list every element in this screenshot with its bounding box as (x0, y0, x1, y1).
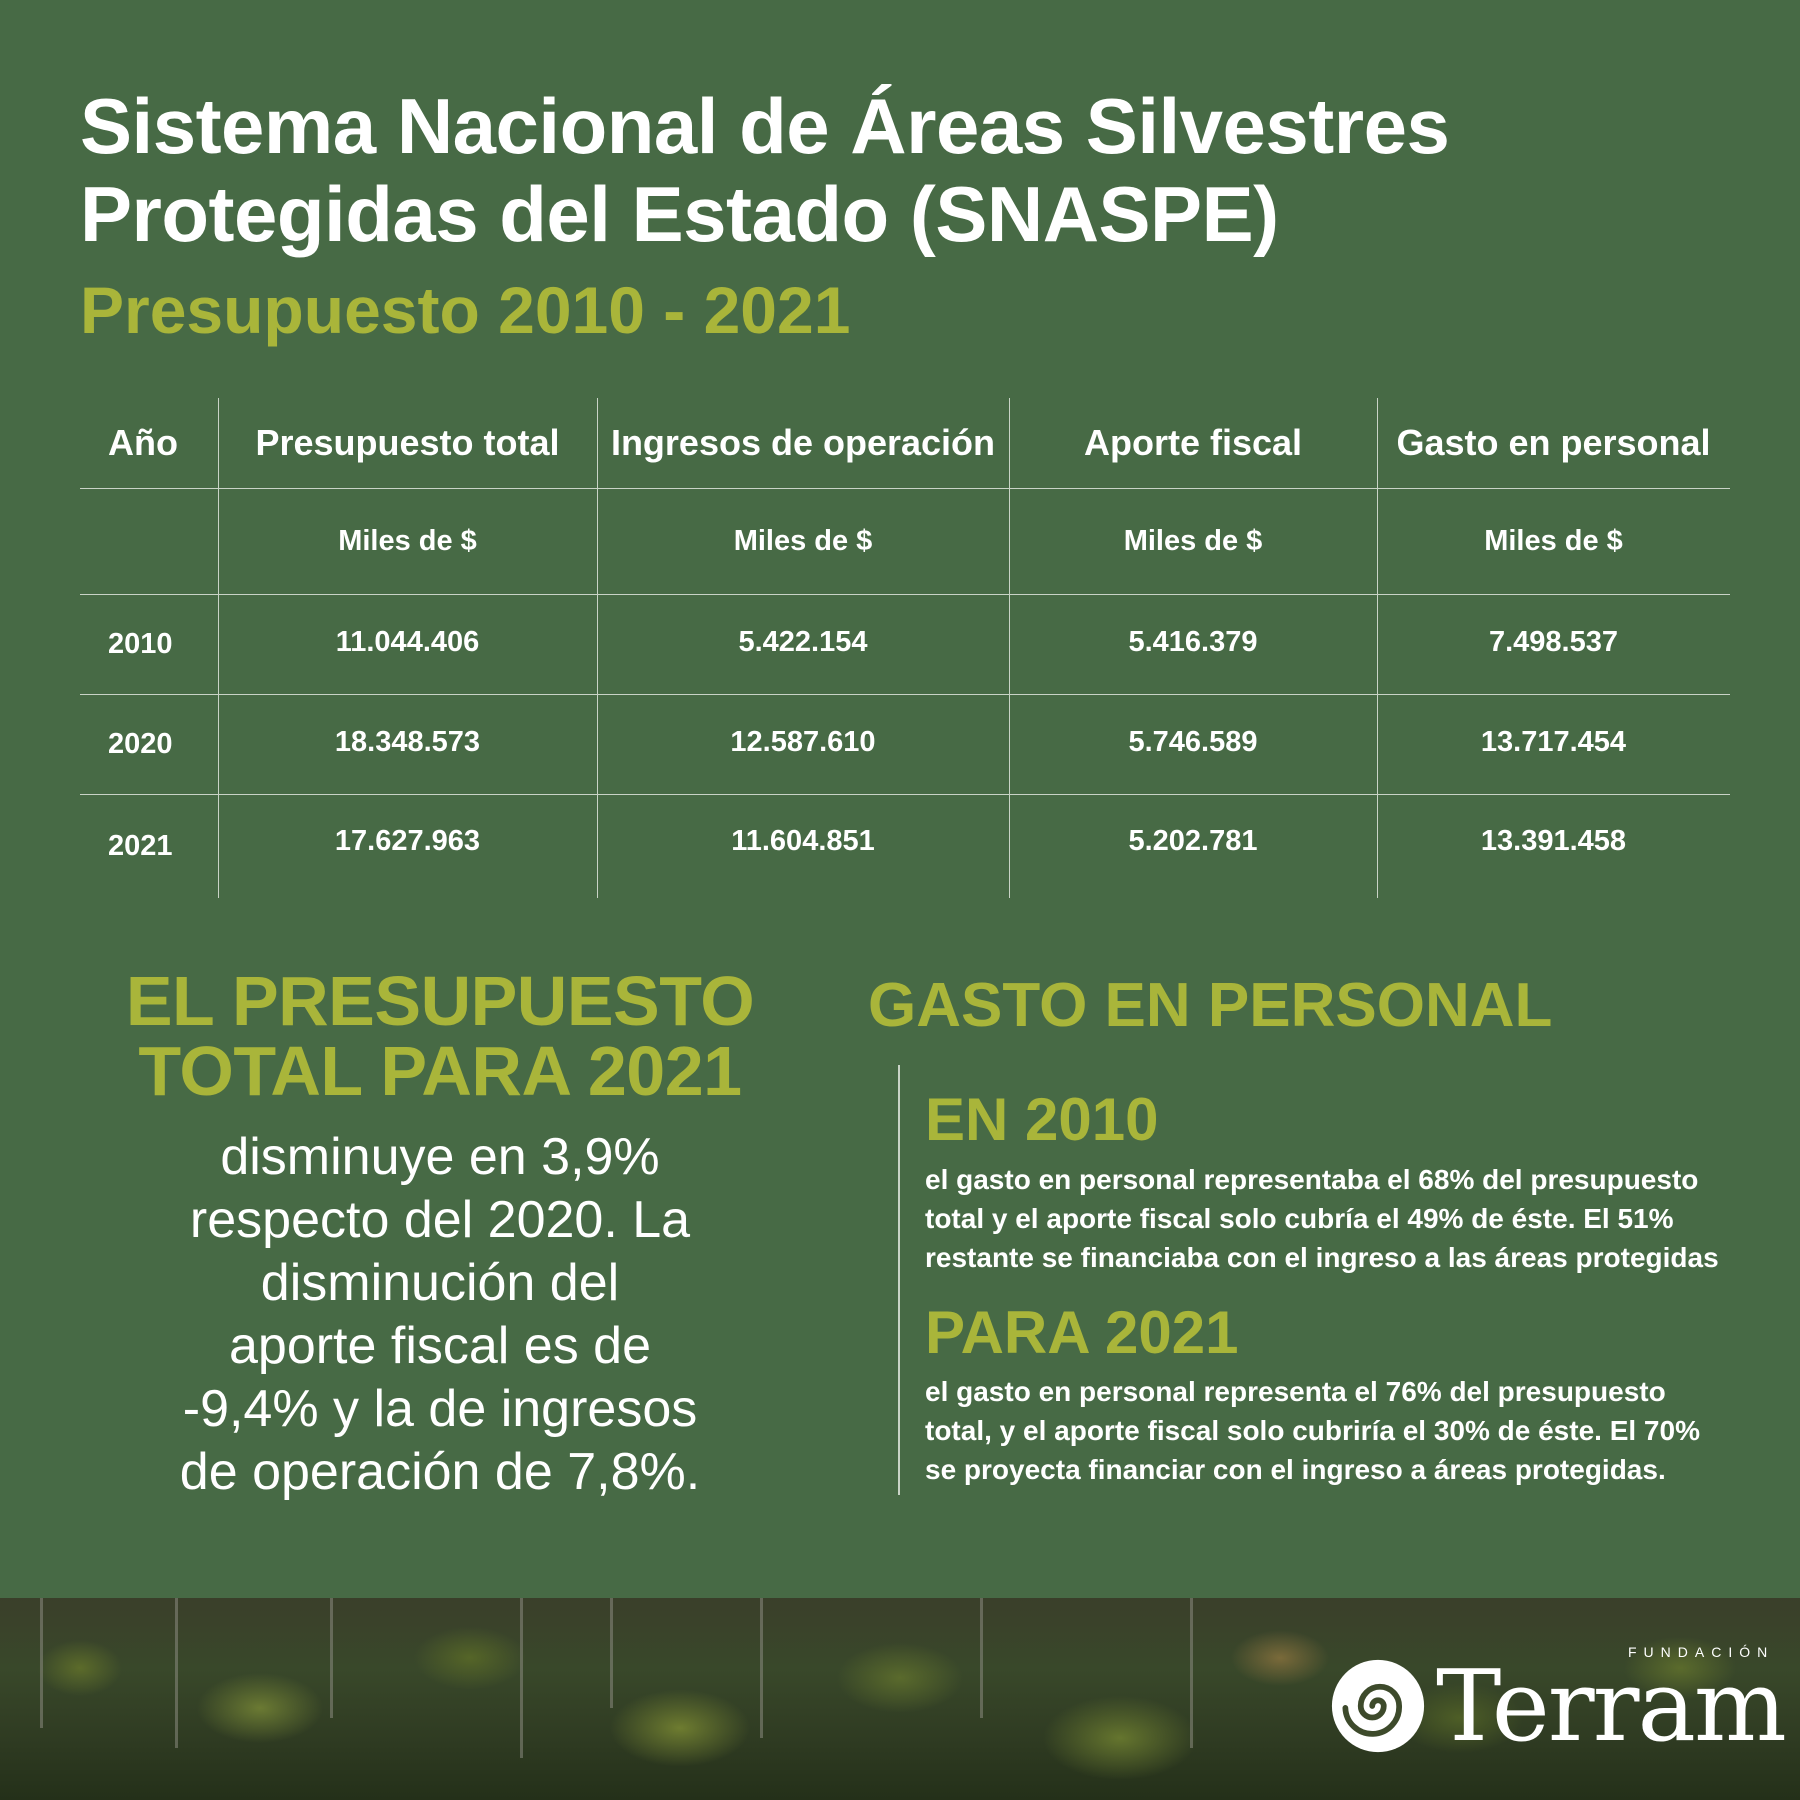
tree-trunk (330, 1598, 333, 1718)
section-2021-text-line: total, y el aporte fiscal solo cubriría … (925, 1415, 1700, 1446)
table-cell-fiscal: 5.202.781 (1128, 824, 1258, 857)
column-header-fiscal: Aporte fiscal (1083, 422, 1303, 463)
section-2021-text: el gasto en personal representa el 76% d… (925, 1372, 1745, 1489)
table-cell-personnel: 13.717.454 (1480, 725, 1627, 758)
table-row-year: 2020 (108, 727, 173, 760)
forest-photo (0, 1598, 1800, 1800)
table-cell-personnel: 7.498.537 (1488, 625, 1618, 658)
table-cell-fiscal: 5.416.379 (1128, 625, 1258, 658)
table-row-year: 2010 (108, 627, 173, 660)
logo-small-text: FUNDACIÓN (1628, 1644, 1775, 1660)
tree-trunk (175, 1598, 178, 1748)
title-line-2: Protegidas del Estado (SNASPE) (80, 170, 1279, 258)
table-cell-income: 5.422.154 (738, 625, 868, 658)
total-budget-heading-line-2: TOTAL PARA 2021 (138, 1032, 742, 1110)
title-line-1: Sistema Nacional de Áreas Silvestres (80, 82, 1450, 170)
column-header-year: Año (108, 422, 178, 463)
section-2021-text-line: se proyecta financiar con el ingreso a á… (925, 1454, 1666, 1485)
tree-trunk (1190, 1598, 1193, 1748)
table-cell-total: 17.627.963 (334, 824, 481, 857)
total-budget-heading: EL PRESUPUESTO TOTAL PARA 2021 (100, 966, 780, 1106)
tree-trunk (40, 1598, 43, 1728)
section-2010-text-line: total y el aporte fiscal solo cubría el … (925, 1203, 1674, 1234)
unit-label: Miles de $ (1123, 524, 1263, 557)
column-header-personnel: Gasto en personal (1396, 422, 1711, 463)
tree-trunk (520, 1598, 523, 1758)
column-header-total: Presupuesto total (255, 422, 560, 463)
table-cell-fiscal: 5.746.589 (1128, 725, 1258, 758)
page-subtitle: Presupuesto 2010 - 2021 (80, 273, 851, 347)
section-2010-heading: EN 2010 (925, 1086, 1159, 1153)
table-divider-horizontal (80, 794, 1730, 795)
section-2010-text-line: restante se financiaba con el ingreso a … (925, 1242, 1719, 1273)
personnel-heading: GASTO EN PERSONAL (868, 971, 1553, 1040)
table-divider-vertical (1377, 398, 1378, 898)
table-divider-horizontal (80, 594, 1730, 595)
table-cell-total: 18.348.573 (334, 725, 481, 758)
total-budget-text-line: disminuye en 3,9% (220, 1128, 660, 1186)
column-header-income: Ingresos de operación (610, 422, 996, 463)
total-budget-text-line: de operación de 7,8%. (179, 1443, 701, 1501)
total-budget-text-line: -9,4% y la de ingresos (182, 1380, 698, 1438)
table-cell-personnel: 13.391.458 (1480, 824, 1627, 857)
table-cell-income: 12.587.610 (730, 725, 876, 758)
total-budget-text-line: respecto del 2020. La (189, 1191, 691, 1249)
terram-logo: FUNDACIÓN Terram (1328, 1644, 1787, 1766)
table-divider-vertical (597, 398, 598, 898)
section-2010-text-line: el gasto en personal representaba el 68%… (925, 1164, 1699, 1195)
unit-label: Miles de $ (733, 524, 873, 557)
section-2010-text: el gasto en personal representaba el 68%… (925, 1160, 1745, 1277)
table-divider-vertical (1009, 398, 1010, 898)
spiral-icon (1331, 1659, 1425, 1753)
budget-table: Año Presupuesto total Ingresos de operac… (80, 398, 1730, 898)
table-cell-total: 11.044.406 (335, 625, 480, 658)
total-budget-text: disminuye en 3,9% respecto del 2020. La … (100, 1126, 780, 1504)
logo-wordmark: Terram (1436, 1650, 1787, 1764)
tree-trunk (610, 1598, 613, 1708)
table-divider-vertical (218, 398, 219, 898)
unit-label: Miles de $ (1484, 524, 1623, 557)
section-2021-text-line: el gasto en personal representa el 76% d… (925, 1376, 1666, 1407)
tree-trunk (760, 1598, 763, 1738)
table-cell-income: 11.604.851 (731, 824, 875, 857)
total-budget-text-line: aporte fiscal es de (228, 1317, 652, 1375)
section-2021-heading: PARA 2021 (925, 1299, 1239, 1366)
page-title: Sistema Nacional de Áreas Silvestres Pro… (80, 82, 1450, 258)
table-divider-horizontal (80, 694, 1730, 695)
total-budget-text-line: disminución del (260, 1254, 620, 1312)
total-budget-heading-line-1: EL PRESUPUESTO (125, 962, 755, 1040)
tree-trunk (980, 1598, 983, 1718)
table-divider-horizontal (80, 488, 1730, 489)
section-divider (898, 1065, 900, 1495)
table-row-year: 2021 (108, 829, 173, 862)
unit-label: Miles de $ (338, 524, 477, 557)
